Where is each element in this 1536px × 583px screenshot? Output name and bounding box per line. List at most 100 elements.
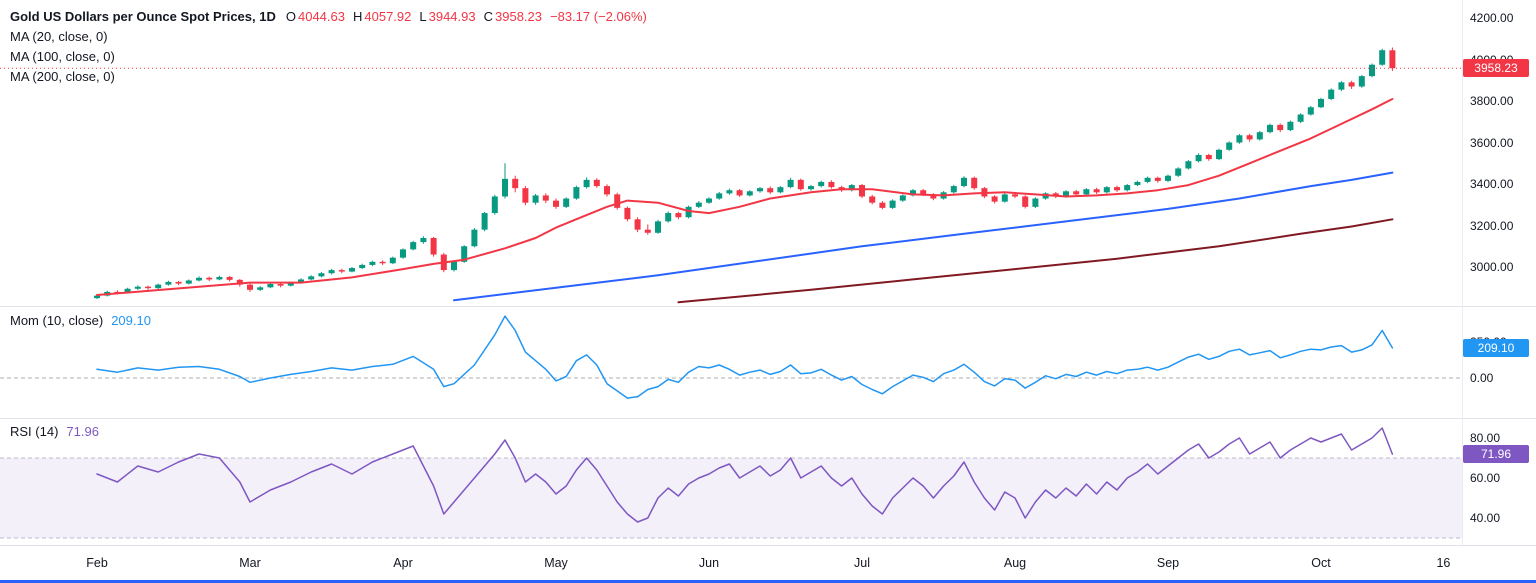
candle-body [206, 277, 213, 280]
candle-body [614, 194, 621, 208]
candle-body [155, 284, 162, 289]
candle-body [542, 195, 549, 201]
candle-body [420, 237, 427, 243]
ohlc-high: H 4057.92 [352, 8, 412, 24]
candle-body [644, 229, 651, 233]
candle-body [563, 198, 570, 207]
mom-value-badge: 209.10 [1463, 338, 1529, 357]
candle-body [655, 221, 661, 233]
candle-body [573, 187, 580, 199]
candle-body [604, 186, 610, 195]
candle-body [1165, 175, 1171, 181]
candle-body [706, 198, 712, 203]
candle-body [848, 185, 855, 191]
ma200-label: MA (200, close, 0) [10, 68, 115, 84]
candle-body [1185, 161, 1192, 169]
candle-body [1358, 76, 1365, 87]
price-axis-separator [1462, 0, 1463, 545]
panel-separator[interactable] [0, 306, 1536, 307]
candle-body [1379, 50, 1386, 65]
time-axis-tick: Mar [239, 556, 261, 570]
candle-body [175, 281, 182, 284]
candle-body [369, 261, 376, 265]
candle-body [726, 190, 733, 194]
candle-body [828, 181, 835, 188]
candle-body [991, 196, 998, 202]
ma100-line [453, 171, 1394, 302]
candle-body [257, 287, 264, 290]
candle-body [716, 193, 723, 199]
candle-body [502, 178, 508, 197]
candle-body [634, 219, 641, 230]
candle-body [328, 270, 335, 274]
candle-body [1338, 82, 1345, 90]
symbol-legend-row[interactable]: Gold US Dollars per Ounce Spot Prices, 1… [10, 6, 647, 26]
candle-body [583, 179, 590, 188]
rsi-band [0, 458, 1462, 538]
ohlc-low: L 3944.93 [419, 8, 476, 24]
candle-body [767, 188, 774, 193]
time-axis[interactable]: Feb Mar Apr May Jun Jul Aug Sep Oct 16 [0, 546, 1536, 580]
rsi-value-badge: 71.96 [1463, 445, 1529, 464]
candle-body [971, 177, 978, 189]
rsi-legend-row[interactable]: RSI (14) 71.96 [10, 424, 99, 439]
candle-body [522, 188, 529, 203]
candle-body [1124, 185, 1131, 191]
candle-body [1001, 194, 1008, 202]
candle-body [899, 195, 906, 201]
candle-body [950, 186, 957, 193]
time-axis-tick: Oct [1311, 556, 1331, 570]
time-axis-tick: Apr [393, 556, 413, 570]
candle-body [1369, 64, 1375, 77]
main-chart-legend: Gold US Dollars per Ounce Spot Prices, 1… [10, 6, 647, 86]
time-axis-separator [0, 545, 1536, 546]
candle-body [1022, 196, 1029, 207]
candle-body [216, 276, 223, 280]
candle-body [1154, 177, 1161, 181]
candle-body [349, 268, 355, 272]
ma100-label: MA (100, close, 0) [10, 48, 115, 64]
candle-body [808, 186, 814, 190]
ma20-legend-row[interactable]: MA (20, close, 0) [10, 26, 647, 46]
ma200-legend-row[interactable]: MA (200, close, 0) [10, 66, 647, 86]
ma100-legend-row[interactable]: MA (100, close, 0) [10, 46, 647, 66]
candle-body [1297, 114, 1304, 122]
candle-body [1114, 187, 1120, 191]
candle-body [451, 261, 457, 271]
candle-body [410, 242, 417, 250]
candle-body [695, 202, 702, 207]
candle-body [1032, 198, 1039, 207]
candle-body [124, 288, 131, 293]
mom-legend-row[interactable]: Mom (10, close) 209.10 [10, 313, 151, 328]
candle-body [1277, 124, 1284, 131]
panel-separator[interactable] [0, 418, 1536, 419]
candle-body [869, 196, 876, 203]
candle-body [757, 188, 763, 192]
candle-body [226, 276, 233, 280]
candle-body [1328, 89, 1335, 99]
bottom-accent-bar [0, 580, 1536, 583]
candle-body [553, 200, 559, 207]
candle-body [165, 281, 172, 285]
candle-body [879, 202, 886, 208]
time-axis-tick: Feb [86, 556, 108, 570]
candle-body [889, 200, 896, 208]
candle-body [1175, 168, 1182, 176]
rsi-label: RSI (14) [10, 424, 59, 439]
candle-body [593, 179, 600, 187]
candle-body [471, 229, 478, 247]
candle-body [379, 261, 386, 264]
candle-body [236, 279, 243, 285]
candle-body [277, 284, 284, 286]
ohlc-close: C 3958.23 [483, 8, 542, 24]
ma200-line [677, 218, 1394, 304]
candle-body [1093, 189, 1100, 193]
candle-body [400, 249, 406, 258]
candle-body [920, 190, 927, 195]
candle-body [787, 179, 794, 188]
symbol-title: Gold US Dollars per Ounce Spot Prices, 1… [10, 8, 276, 24]
candle-body [267, 284, 274, 288]
time-axis-tick: May [544, 556, 568, 570]
